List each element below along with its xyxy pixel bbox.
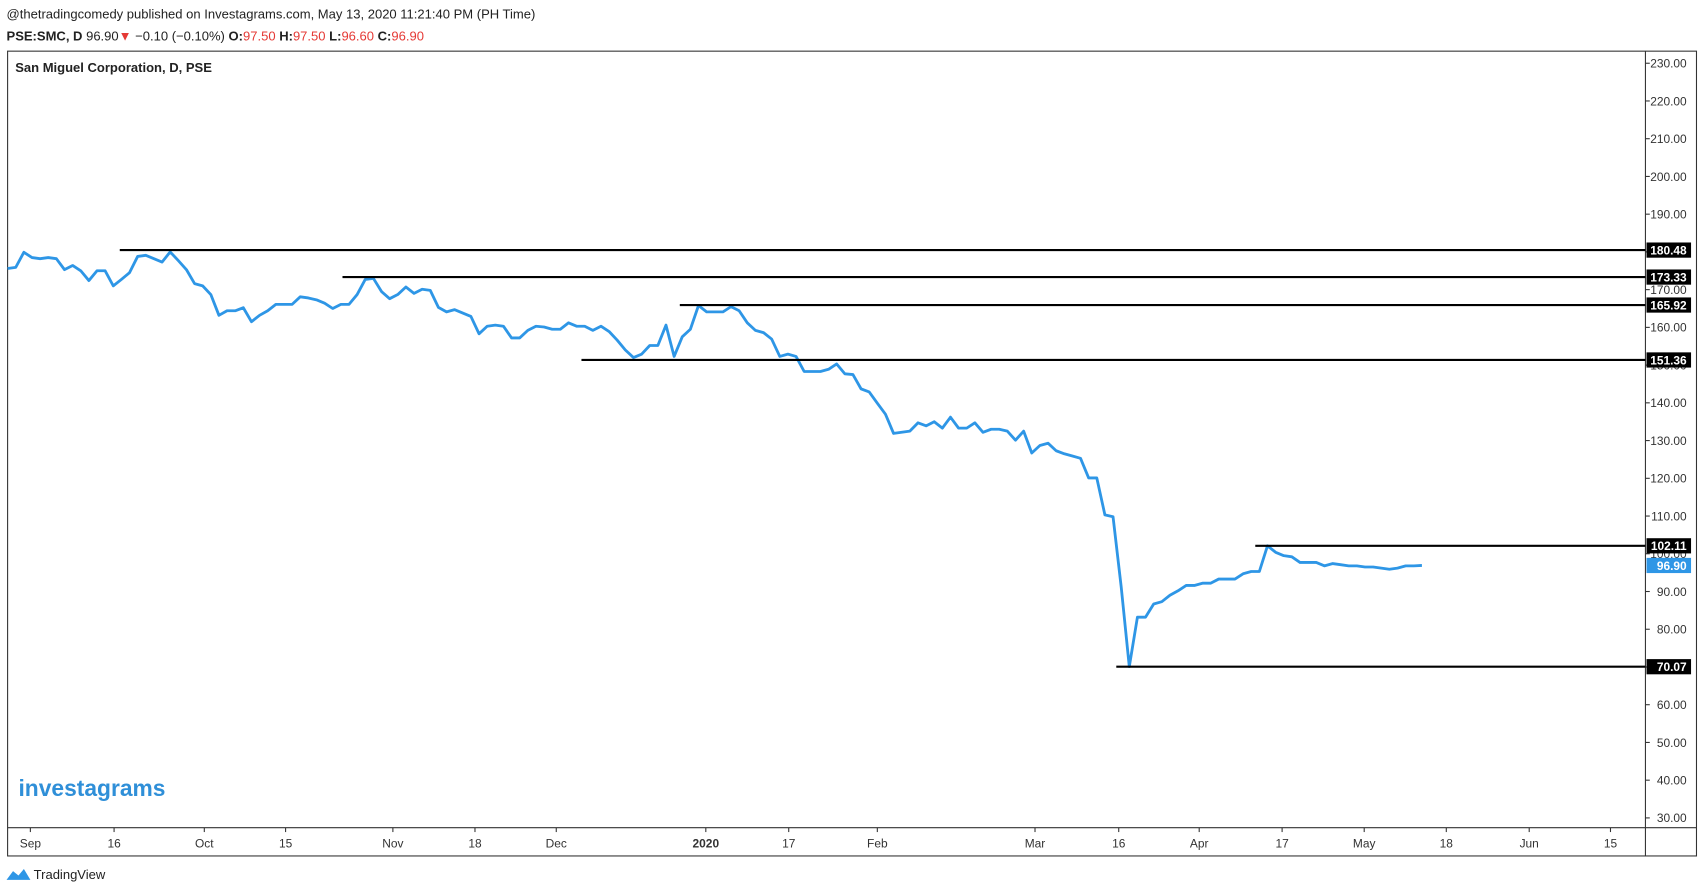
x-tick-label: 2020 [693,836,720,850]
y-tick-label: 140.00 [1650,396,1687,410]
c: 96.90 [391,28,424,43]
y-tick-label: 160.00 [1650,321,1687,335]
x-tick-label: Jun [1520,836,1539,850]
x-tick-label: 15 [279,836,293,850]
level-badge [1646,297,1692,313]
x-tick-label: 16 [1112,836,1126,850]
watermark: investagrams [18,775,165,801]
change: −0.10 (−0.10%) [135,28,225,43]
y-tick-label: 130.00 [1650,434,1687,448]
level-badge [1646,352,1692,368]
y-tick-label: 110.00 [1651,509,1687,523]
y-tick-label: 90.00 [1657,585,1687,599]
x-tick-label: Feb [867,836,888,850]
level-label: 180.48 [1650,243,1687,257]
level-badge [1646,659,1692,675]
last-price-badge [1646,557,1692,574]
x-tick-label: 15 [1604,836,1618,850]
y-tick-label: 170.00 [1650,283,1687,297]
y-tick-label: 40.00 [1657,774,1687,788]
y-tick-label: 220.00 [1650,94,1687,108]
x-tick-label: May [1353,836,1376,850]
symbol: PSE:SMC, D [7,28,83,43]
frame [7,50,1698,857]
level-badge [1646,269,1692,285]
c-label: C: [378,28,392,43]
x-tick-label: Nov [382,836,403,850]
level-label: 165.92 [1650,298,1687,312]
publisher: @thetradingcomedy published on Investagr… [7,7,536,22]
level-label: 70.07 [1657,660,1687,674]
h-label: H: [279,28,293,43]
x-tick-label: 17 [782,836,796,850]
x-tick-label: Mar [1025,836,1046,850]
level-label: 151.36 [1650,353,1687,367]
footer: TradingView [34,867,106,882]
ohlc-line: PSE:SMC, D 96.90▼ −0.10 (−0.10%) O:97.50… [7,28,424,43]
o: 97.50 [243,28,276,43]
arrow: ▼ [119,28,132,43]
y-tick-label: 30.00 [1657,811,1687,825]
price: 96.90 [86,28,119,43]
y-tick-label: 60.00 [1657,698,1687,712]
h: 97.50 [293,28,326,43]
y-tick-label: 80.00 [1657,623,1687,637]
level-badge [1646,538,1692,554]
x-tick-label: 16 [107,836,121,850]
y-tick-label: 50.00 [1657,736,1687,750]
o-label: O: [229,28,243,43]
price-line [7,250,1422,669]
y-tick-label: 190.00 [1650,208,1687,222]
l: 96.60 [341,28,374,43]
y-tick-label: 200.00 [1650,170,1687,184]
level-label: 102.11 [1651,539,1687,553]
last-price-label: 96.90 [1657,559,1687,573]
y-tick-label: 120.00 [1650,472,1687,486]
level-label: 173.33 [1650,270,1687,284]
x-tick-label: Apr [1190,836,1209,850]
y-tick-label: 230.00 [1650,57,1687,71]
x-tick-label: 17 [1275,836,1289,850]
x-tick-label: 18 [468,836,482,850]
l-label: L: [329,28,341,43]
y-tick-label: 210.00 [1650,132,1687,146]
level-badge [1646,242,1692,258]
x-tick-label: Oct [195,836,214,850]
tv-logo [6,868,31,880]
x-tick-label: Sep [20,836,42,850]
x-tick-label: 18 [1440,836,1454,850]
chart-title: San Miguel Corporation, D, PSE [15,60,212,75]
x-tick-label: Dec [546,836,567,850]
